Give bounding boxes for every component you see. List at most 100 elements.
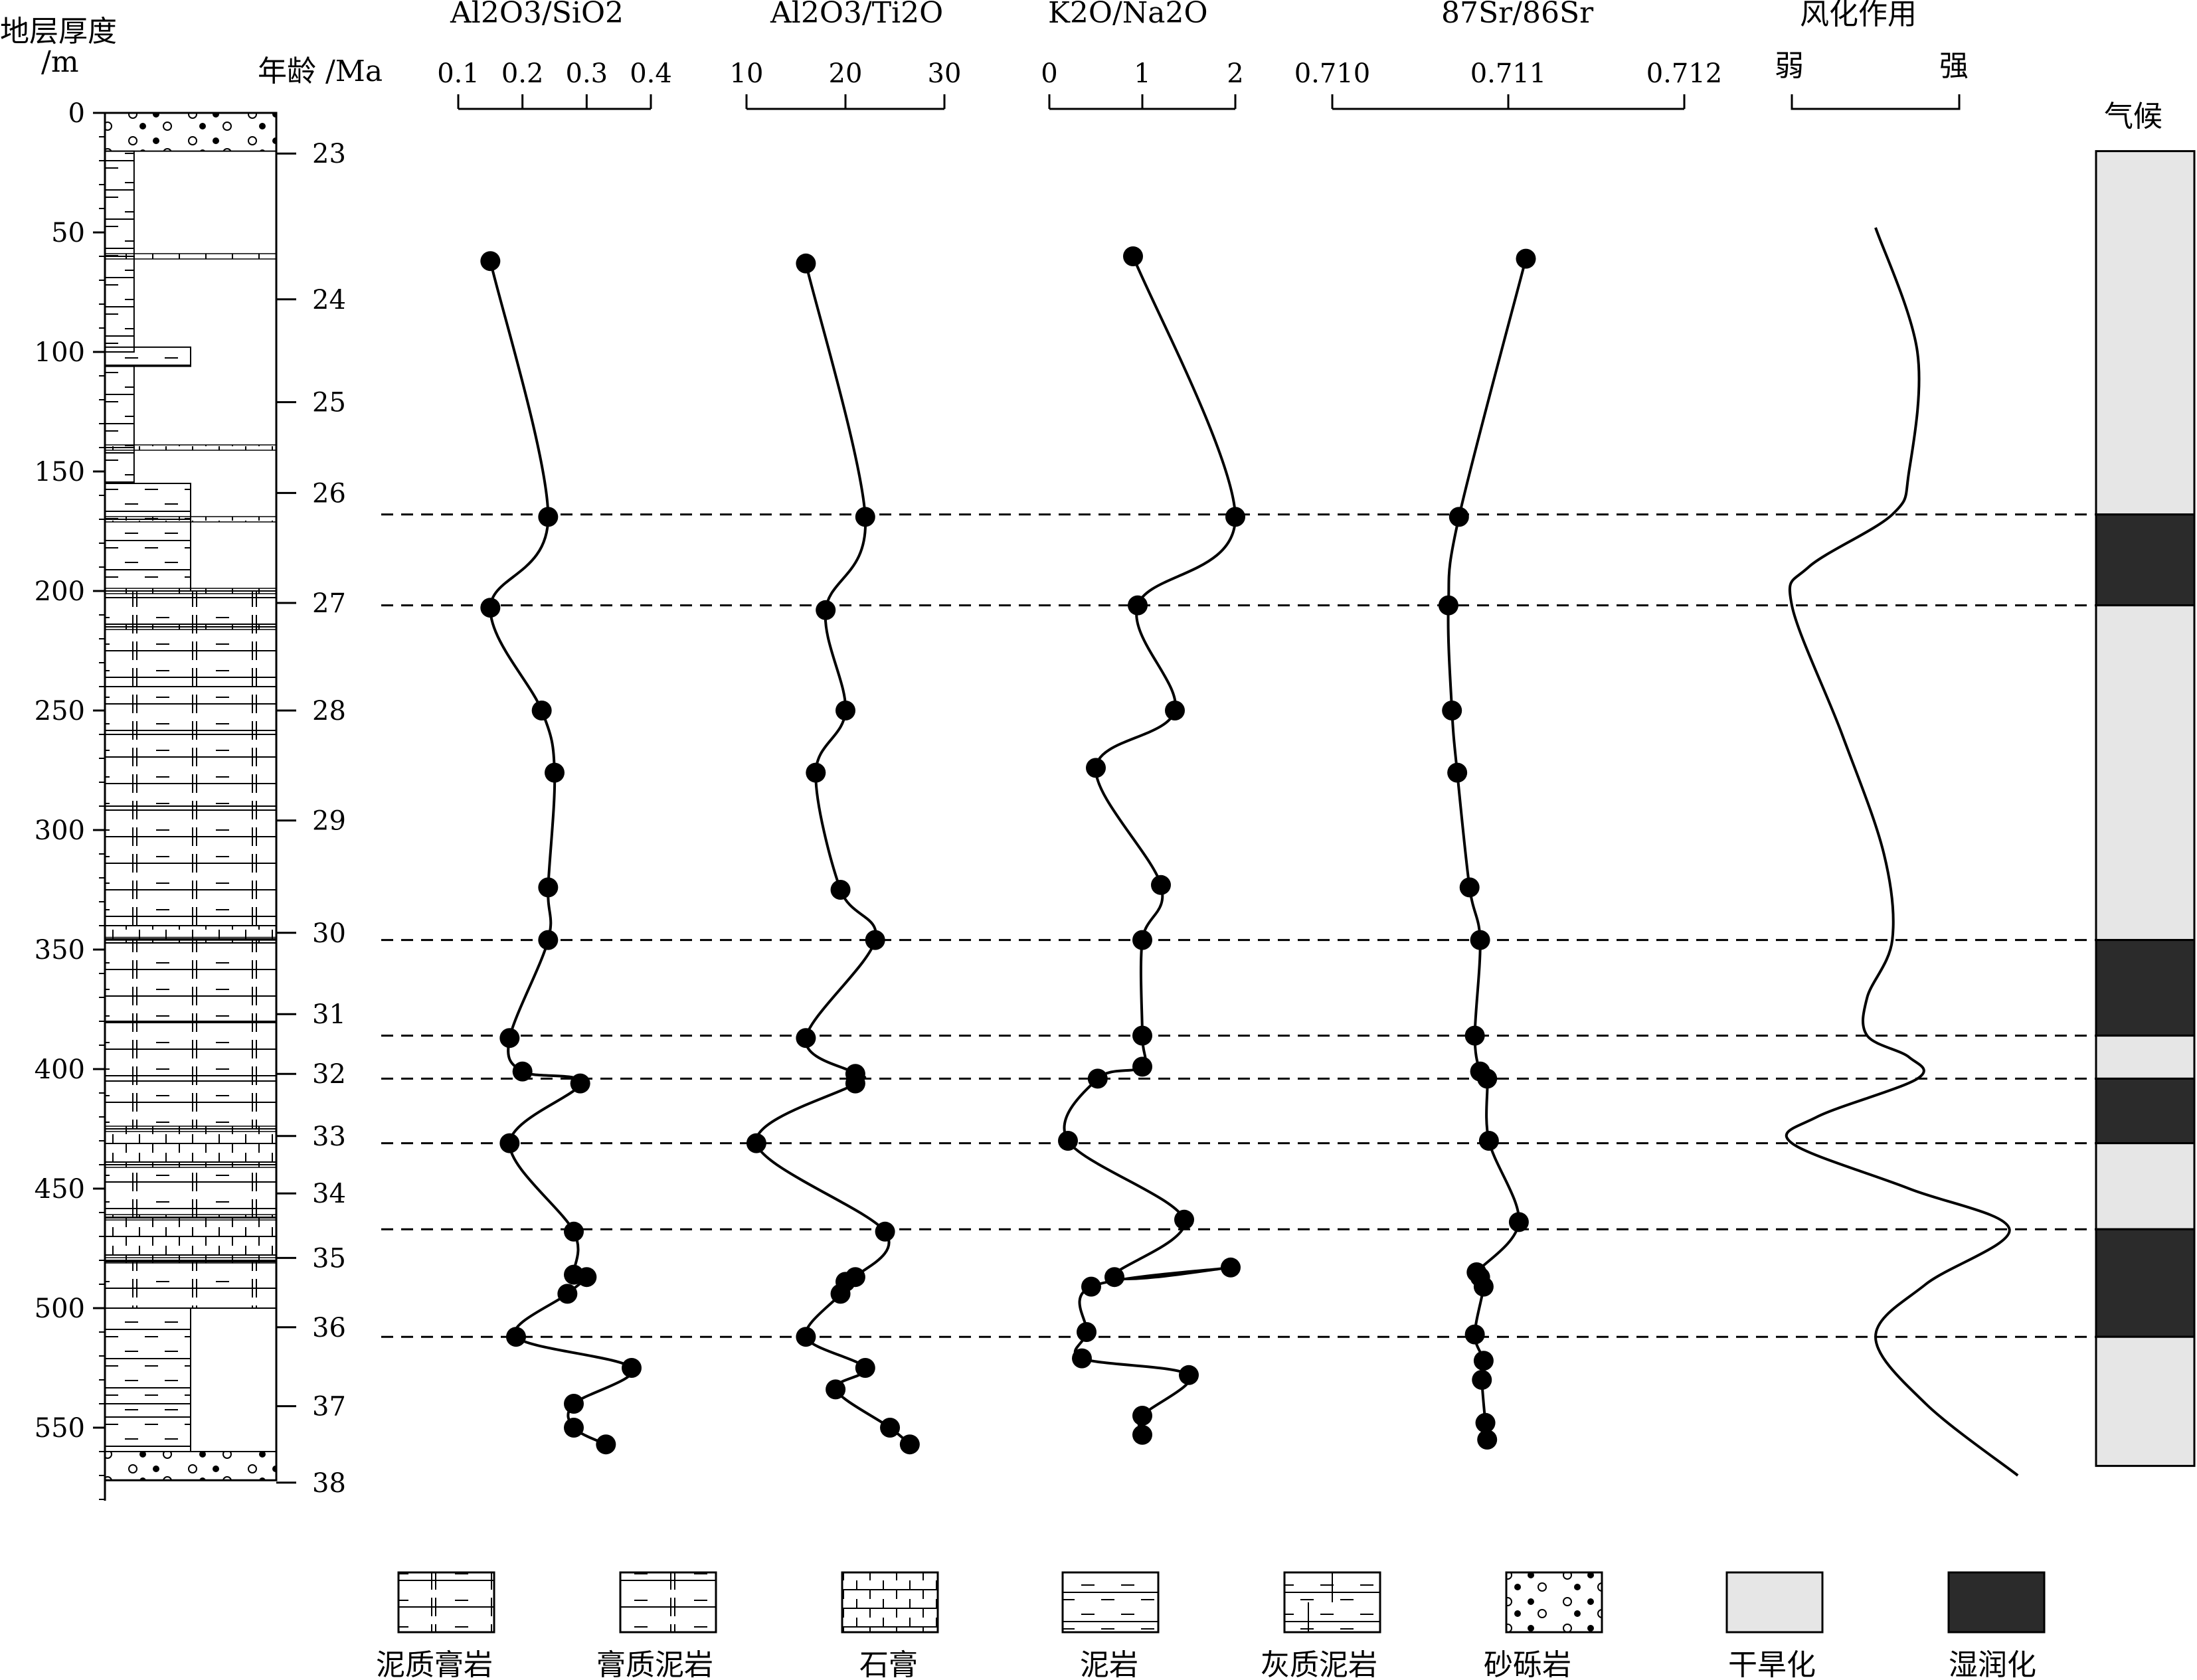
data-point: [796, 253, 816, 274]
data-point: [845, 1073, 865, 1094]
series-line: [754, 263, 911, 1446]
depth-tick-label: 450: [35, 1174, 85, 1205]
data-point: [1508, 1212, 1529, 1232]
legend: 泥质膏岩 膏质泥岩 石膏 泥岩 灰质泥岩 砂砾岩: [376, 1571, 2046, 1680]
panel-al-si-title: Al2O3/SiO2: [450, 0, 624, 30]
data-point: [1473, 1276, 1494, 1297]
legend-item-gypsum-mudstone: 膏质泥岩: [596, 1571, 717, 1680]
depth-tick-label: 50: [51, 218, 85, 248]
data-point: [480, 251, 501, 272]
data-point: [1081, 1276, 1101, 1297]
legend-item-mudstone: 泥岩: [1061, 1571, 1160, 1680]
panel-tick-label: 0.4: [630, 58, 672, 89]
depth-tick-label: 300: [35, 815, 85, 846]
lithology-gypsum-band: [104, 1214, 277, 1220]
data-point: [1179, 1365, 1199, 1385]
data-point: [538, 930, 559, 950]
data-point: [531, 701, 552, 720]
legend-pattern-mudstone: [1063, 1572, 1158, 1632]
lithology-bed: [104, 1021, 277, 1082]
age-tick-label: 30: [312, 918, 346, 949]
data-point: [1132, 1025, 1152, 1046]
lithology-bed: [104, 1080, 277, 1130]
data-point: [1459, 877, 1480, 898]
data-point: [1077, 1322, 1097, 1342]
age-tick-label: 25: [312, 388, 346, 418]
age-tick-label: 36: [312, 1313, 346, 1343]
data-point: [1087, 1068, 1108, 1089]
data-point: [545, 762, 565, 783]
legend-item-mudstone-gypsum: 泥质膏岩: [376, 1571, 495, 1680]
data-point: [806, 762, 826, 783]
data-point: [1475, 1412, 1496, 1433]
age-tick-label: 26: [312, 478, 346, 509]
legend-pattern-mudstone-gypsum: [398, 1572, 494, 1632]
legend-item-conglomerate: 砂砾岩: [1484, 1571, 1603, 1680]
data-point: [1174, 1209, 1194, 1230]
data-point: [1086, 758, 1106, 778]
climate-segment-dry: [2095, 1335, 2196, 1468]
panel-tick-label: 0.1: [437, 58, 480, 89]
data-point: [875, 1221, 895, 1242]
data-point: [538, 877, 559, 898]
panel-al-si-axis: 0.1 0.2 0.3 0.4: [437, 58, 672, 110]
data-point: [899, 1434, 920, 1455]
data-point: [1225, 507, 1245, 527]
data-point: [1442, 701, 1462, 720]
age-tick-label: 31: [312, 999, 346, 1030]
age-tick-label: 28: [312, 696, 346, 726]
panel-weathering: 风化作用 弱 强: [1775, 0, 2019, 1477]
depth-tick-label: 350: [35, 935, 85, 966]
depth-tick-label: 550: [35, 1413, 85, 1444]
data-point: [816, 600, 836, 620]
depth-axis-title: 地层厚度: [0, 15, 117, 48]
data-point: [1058, 1131, 1078, 1151]
age-tick-label: 35: [312, 1243, 346, 1274]
panel-al-si: Al2O3/SiO2 0.1 0.2 0.3 0.4: [437, 0, 672, 1455]
data-point: [564, 1394, 584, 1414]
legend-pattern-gypsum-mudstone: [620, 1572, 716, 1632]
legend-item-wet: 湿润化: [1947, 1571, 2046, 1680]
lithology-bed: [104, 150, 135, 257]
data-point: [1477, 1068, 1498, 1089]
panel-tick-label: 30: [928, 58, 962, 89]
weathering-title: 风化作用: [1800, 0, 1917, 31]
lithology-bed: [104, 939, 277, 1022]
data-point: [1472, 1370, 1492, 1390]
data-point: [1477, 1430, 1498, 1450]
lithology-bed: [104, 686, 277, 735]
data-point: [826, 1379, 846, 1400]
panel-al-ti: Al2O3/Ti2O 10 20 30: [730, 0, 962, 1455]
lithology-bed: [104, 1307, 191, 1404]
panel-k-na-title: K2O/Na2O: [1048, 0, 1208, 30]
legend-pattern-conglomerate: [1506, 1572, 1602, 1632]
lithology-gypsum-band: [104, 444, 277, 451]
data-point: [880, 1418, 901, 1438]
data-point: [1516, 248, 1536, 269]
legend-item-calc-mudstone: 灰质泥岩: [1261, 1571, 1381, 1680]
data-point: [512, 1061, 533, 1082]
data-point: [570, 1073, 590, 1094]
panel-k-na-axis: 0 1 2: [1041, 58, 1244, 110]
lithology-bed: [104, 734, 277, 807]
legend-item-gypsum: 石膏: [841, 1571, 939, 1680]
lithology-bed: [104, 805, 277, 926]
weathering-weak-label: 弱: [1775, 49, 1804, 83]
lithology-gypsum-band: [104, 516, 277, 523]
climate-bar: [2095, 150, 2196, 1468]
lithology-bed: [104, 1451, 277, 1481]
data-point: [499, 1028, 520, 1049]
panel-climate: 气候: [2095, 100, 2196, 1468]
panel-tick-label: 0.3: [566, 58, 608, 89]
depth-axis-unit: /m: [41, 45, 79, 79]
lithology-gypsum-band: [104, 588, 277, 594]
depth-tick-label: 100: [35, 337, 85, 368]
lithology-bed: [104, 346, 191, 367]
climate-segment-dry: [2095, 150, 2196, 516]
data-point: [1132, 1406, 1152, 1426]
legend-label-gypsum: 石膏: [859, 1648, 918, 1680]
data-point: [835, 701, 855, 720]
depth-ticks: 0 50 100 150 200 250 300 350 400 450 500 550: [35, 98, 105, 1500]
data-point: [1123, 246, 1143, 266]
